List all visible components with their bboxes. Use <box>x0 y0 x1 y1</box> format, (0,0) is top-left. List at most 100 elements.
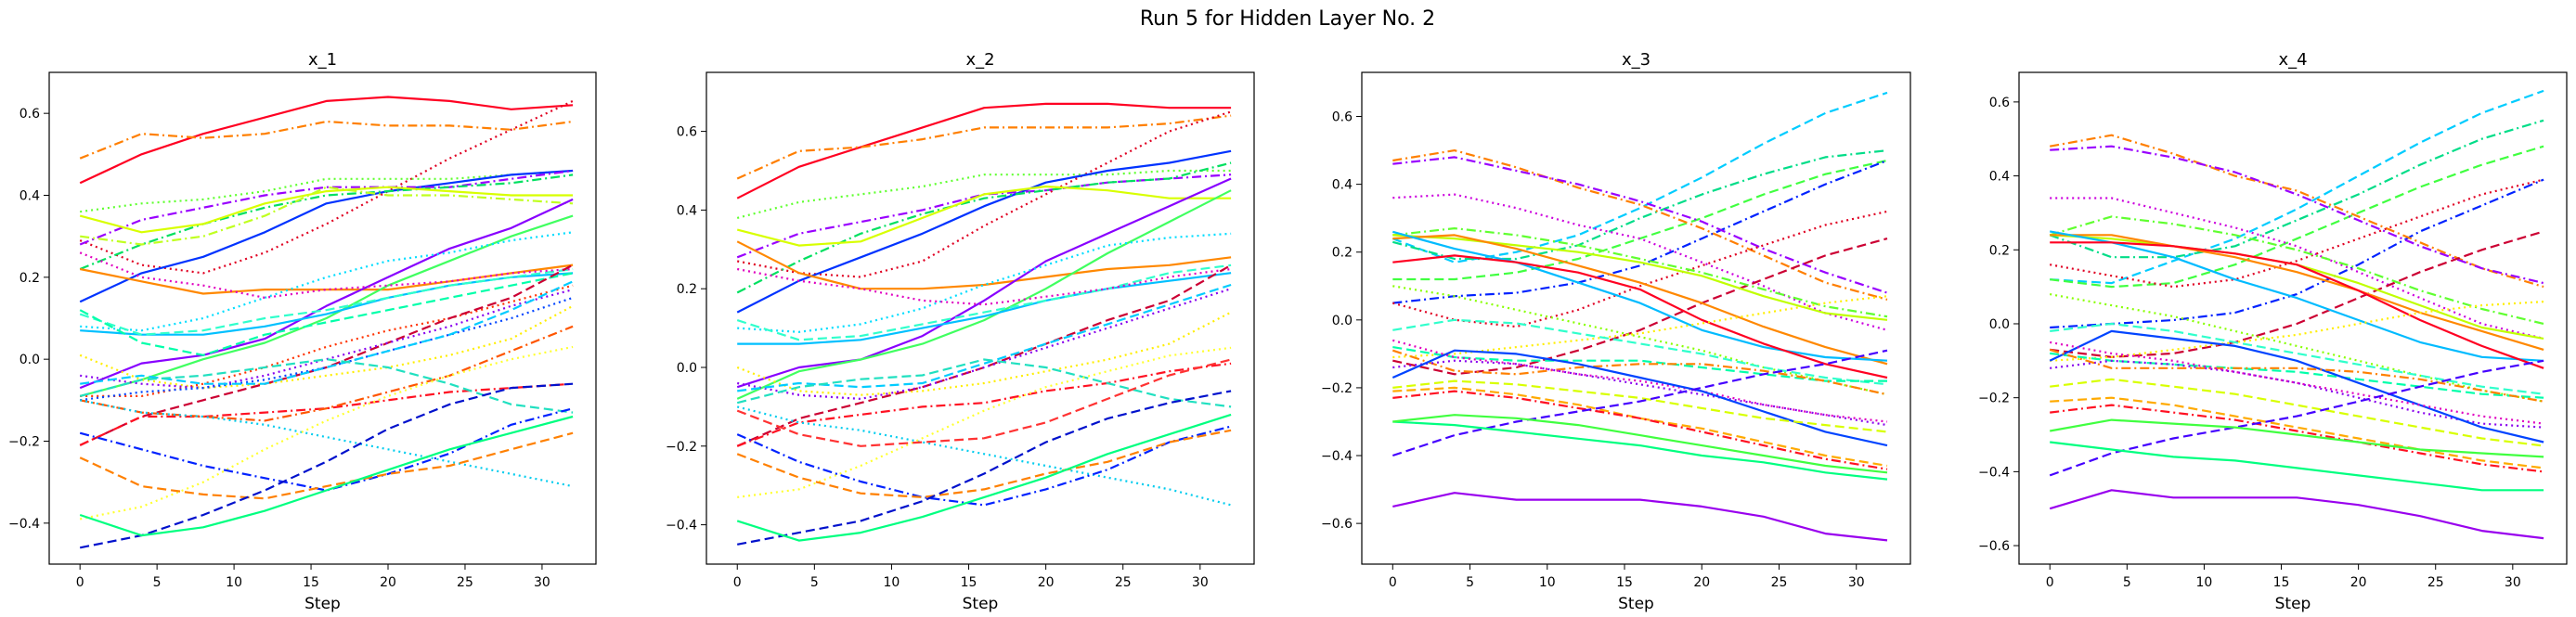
series-line-5 <box>736 149 1232 314</box>
series-line-23 <box>737 346 1232 498</box>
series-line-22 <box>1392 349 1888 447</box>
series-line-4 <box>1392 159 1888 304</box>
series-line-8 <box>79 186 574 234</box>
series-line-21 <box>736 358 1232 408</box>
series-line-20 <box>79 264 574 446</box>
series-line-9 <box>80 186 574 246</box>
axes-frame <box>2018 71 2568 565</box>
series-group <box>2049 89 2544 540</box>
series-line-21 <box>80 289 574 390</box>
y-tick-label: 0.6 <box>1332 110 1353 125</box>
series-line-24 <box>736 358 1232 447</box>
series-line-28 <box>2050 418 2544 458</box>
series-line-19 <box>2050 359 2544 429</box>
series-line-26 <box>2049 359 2544 477</box>
series-line-3 <box>79 99 574 275</box>
y-tick-label: −0.2 <box>8 435 40 450</box>
series-line-14 <box>2050 241 2544 369</box>
series-line-5 <box>2050 134 2544 289</box>
series-line-1 <box>1392 91 1888 264</box>
series-line-31 <box>79 382 574 549</box>
x-tick-label: 25 <box>2427 575 2444 590</box>
series-line-6 <box>2050 145 2544 285</box>
x-tick-label: 20 <box>380 575 396 590</box>
subplot-title: x_4 <box>2278 50 2307 70</box>
x-axis-label: Step <box>1618 595 1654 613</box>
y-tick-label: −0.4 <box>1321 449 1353 464</box>
series-line-8 <box>1392 210 1888 328</box>
series-line-26 <box>1392 349 1888 457</box>
y-tick-label: 0.4 <box>1332 178 1353 193</box>
x-tick-label: 10 <box>1539 575 1556 590</box>
series-line-12 <box>2050 234 2544 351</box>
y-tick-label: 0.4 <box>677 203 697 218</box>
series-line-23 <box>79 382 574 446</box>
series-line-14 <box>80 272 574 336</box>
series-line-8 <box>2050 178 2544 289</box>
subplot-title: x_2 <box>965 50 994 70</box>
series-line-16 <box>1392 295 1888 359</box>
x-tick-label: 15 <box>1616 575 1633 590</box>
y-tick-label: 0.2 <box>1332 246 1353 261</box>
subplot-title: x_1 <box>308 50 337 70</box>
x-axis-label: Step <box>304 595 341 613</box>
x-axis-label: Step <box>2275 595 2311 613</box>
series-line-4 <box>736 169 1232 219</box>
series-line-12 <box>1392 234 1888 366</box>
series-line-9 <box>2050 230 2544 358</box>
series-line-6 <box>79 169 574 246</box>
x-tick-label: 15 <box>303 575 319 590</box>
series-line-10 <box>736 177 1232 389</box>
series-line-3 <box>2050 145 2544 289</box>
series-line-17 <box>736 264 1232 447</box>
subplot-x_2: 0 5 10 15 20 25 30 −0.4 −0.2 0.0 0.2 0.4 0.6 x_2 Step <box>666 50 1255 613</box>
series-line-13 <box>80 231 574 332</box>
series-line-26 <box>79 358 574 414</box>
series-line-18 <box>79 304 574 390</box>
series-line-30 <box>79 431 574 500</box>
series-line-7 <box>736 161 1232 294</box>
x-tick-label: 5 <box>153 575 162 590</box>
series-line-16 <box>2050 301 2544 362</box>
figure-title: Run 5 for Hidden Layer No. 2 <box>1140 7 1435 31</box>
x-tick-label: 0 <box>2046 575 2054 590</box>
x-tick-label: 5 <box>810 575 819 590</box>
series-line-15 <box>736 267 1232 306</box>
series-line-28 <box>736 413 1232 542</box>
series-line-18 <box>736 288 1232 400</box>
series-line-14 <box>736 264 1232 341</box>
series-line-2 <box>736 114 1232 180</box>
subplot-title: x_3 <box>1622 50 1650 70</box>
series-line-9 <box>736 240 1232 290</box>
series-line-17 <box>2050 322 2544 395</box>
y-tick-label: 0.0 <box>19 353 40 367</box>
series-line-20 <box>2049 329 2544 443</box>
y-tick-label: 0.4 <box>19 189 40 204</box>
series-line-20 <box>1392 339 1888 423</box>
x-tick-label: 15 <box>2273 575 2290 590</box>
series-group <box>1392 91 1888 542</box>
y-tick-label: −0.4 <box>1978 465 2010 480</box>
series-line-24 <box>2050 396 2544 469</box>
y-tick-label: −0.4 <box>666 519 697 533</box>
x-tick-label: 30 <box>1192 575 1209 590</box>
series-line-12 <box>737 232 1232 333</box>
series-line-1 <box>79 96 574 185</box>
series-line-25 <box>80 280 574 385</box>
series-line-27 <box>736 390 1232 546</box>
series-line-20 <box>737 283 1232 392</box>
x-tick-label: 30 <box>2505 575 2521 590</box>
x-tick-label: 20 <box>1038 575 1055 590</box>
y-tick-label: −0.4 <box>8 517 40 532</box>
series-line-7 <box>1392 193 1888 331</box>
series-line-27 <box>1392 420 1888 481</box>
series-line-24 <box>79 325 574 422</box>
series-line-11 <box>79 198 574 390</box>
series-line-25 <box>736 425 1232 507</box>
series-group <box>79 96 574 549</box>
subplot-x_4: 0 5 10 15 20 25 30 −0.6 −0.4 −0.2 0.0 0.2 0.4 0.6 x_4 S… <box>1978 50 2568 613</box>
x-tick-label: 10 <box>226 575 242 590</box>
series-line-13 <box>2050 230 2544 362</box>
series-line-15 <box>2050 293 2544 403</box>
x-tick-label: 25 <box>1771 575 1788 590</box>
